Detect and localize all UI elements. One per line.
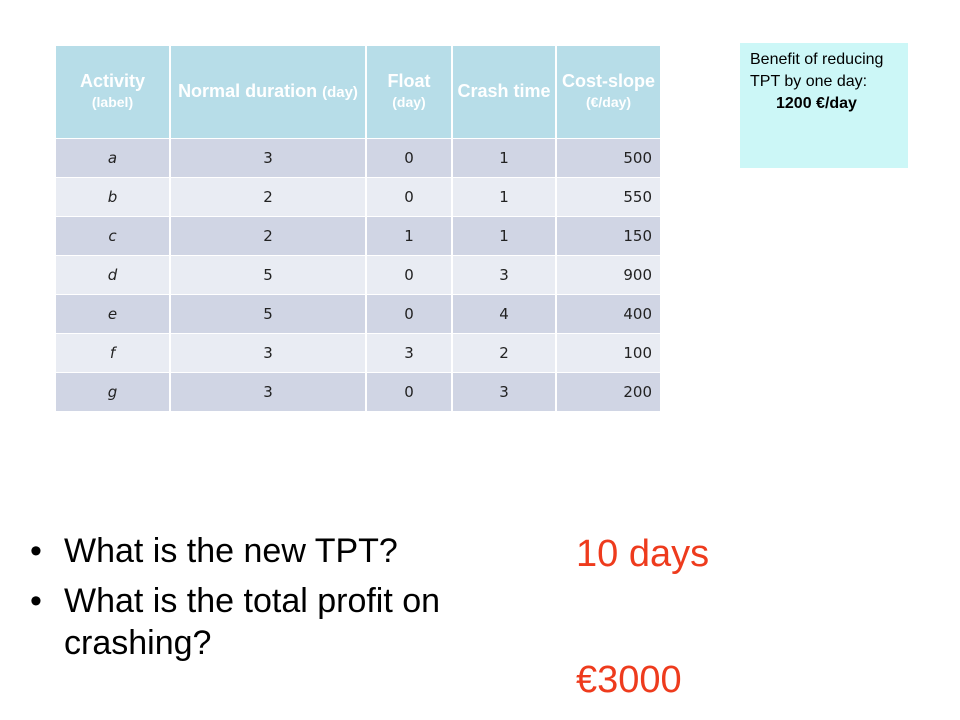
table-cell-slope: 500 bbox=[556, 137, 660, 177]
table-cell-crash: 2 bbox=[452, 332, 557, 372]
table-cell-float: 0 bbox=[366, 176, 453, 216]
header-normal-duration: Normal duration (day) bbox=[170, 46, 367, 138]
table-cell-normal: 5 bbox=[170, 254, 367, 294]
benefit-box: Benefit of reducing TPT by one day: 1200… bbox=[740, 43, 908, 168]
table-row: f 3 3 2 100 bbox=[56, 332, 660, 372]
question-text: What is the total profit on crashing? bbox=[64, 582, 441, 662]
table-cell-float: 0 bbox=[366, 254, 453, 294]
table-cell-normal: 5 bbox=[170, 293, 367, 333]
table-cell-crash: 4 bbox=[452, 293, 557, 333]
table-header-row: Activity (label) Normal duration (day) F… bbox=[56, 46, 660, 138]
question-text: What is the new TPT? bbox=[64, 532, 398, 570]
table-cell-crash: 3 bbox=[452, 371, 557, 411]
header-float: Float (day) bbox=[366, 46, 453, 138]
header-cost-slope: Cost-slope (€/day) bbox=[556, 46, 660, 138]
header-activity: Activity (label) bbox=[56, 46, 171, 138]
table-row: c 2 1 1 150 bbox=[56, 215, 660, 255]
table-cell-slope: 100 bbox=[556, 332, 660, 372]
table-row: a 3 0 1 500 bbox=[56, 137, 660, 177]
bullet-icon: • bbox=[30, 532, 42, 570]
table-cell-activity: a bbox=[56, 137, 171, 177]
header-crash-time: Crash time bbox=[452, 46, 557, 138]
table-cell-float: 1 bbox=[366, 215, 453, 255]
table-cell-slope: 400 bbox=[556, 293, 660, 333]
table-row: e 5 0 4 400 bbox=[56, 293, 660, 333]
table-cell-activity: g bbox=[56, 371, 171, 411]
benefit-value: 1200 €/day bbox=[776, 95, 857, 112]
table-row: g 3 0 3 200 bbox=[56, 371, 660, 411]
table-body: a 3 0 1 500 b 2 0 1 550 c 2 1 1 150 d 5 0 3 900 e 5 0 4 400 f 3 3 2 1… bbox=[56, 137, 660, 411]
table-cell-normal: 3 bbox=[170, 137, 367, 177]
question-list: • What is the new TPT? • What is the tot… bbox=[30, 530, 570, 672]
table-cell-float: 0 bbox=[366, 371, 453, 411]
table-cell-activity: c bbox=[56, 215, 171, 255]
table-cell-normal: 2 bbox=[170, 215, 367, 255]
table-cell-float: 0 bbox=[366, 137, 453, 177]
bullet-icon: • bbox=[30, 582, 42, 620]
question-item: • What is the new TPT? bbox=[30, 530, 570, 572]
table-cell-activity: b bbox=[56, 176, 171, 216]
table-cell-activity: d bbox=[56, 254, 171, 294]
table-cell-normal: 3 bbox=[170, 332, 367, 372]
question-item: • What is the total profit on crashing? bbox=[30, 580, 570, 664]
table-cell-slope: 150 bbox=[556, 215, 660, 255]
table-cell-slope: 200 bbox=[556, 371, 660, 411]
table-cell-crash: 3 bbox=[452, 254, 557, 294]
benefit-text: Benefit of reducing TPT by one day: bbox=[750, 51, 884, 90]
table-cell-crash: 1 bbox=[452, 176, 557, 216]
table-cell-float: 3 bbox=[366, 332, 453, 372]
table-cell-crash: 1 bbox=[452, 215, 557, 255]
answer-total-profit: €3000 bbox=[576, 659, 682, 701]
table-cell-normal: 3 bbox=[170, 371, 367, 411]
table-cell-activity: e bbox=[56, 293, 171, 333]
table-cell-crash: 1 bbox=[452, 137, 557, 177]
table-cell-slope: 900 bbox=[556, 254, 660, 294]
crashing-table: Activity (label) Normal duration (day) F… bbox=[56, 46, 660, 411]
table-cell-float: 0 bbox=[366, 293, 453, 333]
table-cell-slope: 550 bbox=[556, 176, 660, 216]
table-cell-normal: 2 bbox=[170, 176, 367, 216]
table-row: d 5 0 3 900 bbox=[56, 254, 660, 294]
answer-new-tpt: 10 days bbox=[576, 533, 710, 575]
table-cell-activity: f bbox=[56, 332, 171, 372]
table-row: b 2 0 1 550 bbox=[56, 176, 660, 216]
